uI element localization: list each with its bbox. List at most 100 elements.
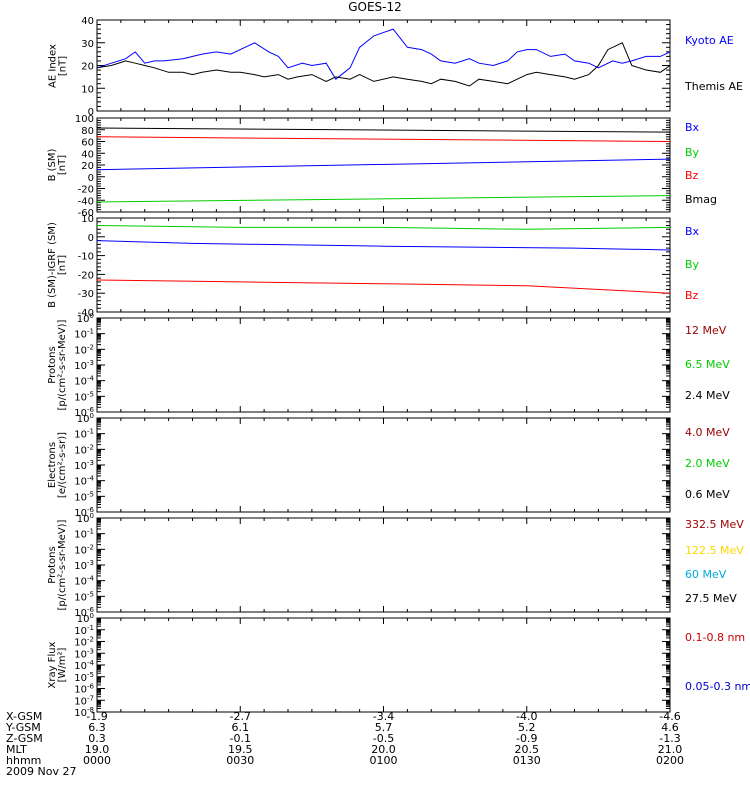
footer-value: -4.6: [659, 710, 681, 723]
legend-0-05-0-3-nm: 0.05-0.3 nm: [685, 680, 750, 693]
y-axis-label: Electrons [e/(cm²-s-sr)]: [47, 412, 68, 518]
y-tick-label: 10-5: [74, 390, 94, 403]
y-axis-label: Xray Flux [W/m²]: [47, 612, 68, 718]
legend-by: By: [685, 146, 700, 159]
y-tick-label: 10-7: [74, 694, 94, 707]
footer-value: 6.1: [231, 721, 250, 734]
y-tick-label: 10-4: [74, 659, 94, 672]
y-tick-label: 100: [77, 412, 94, 425]
footer-value: 0.3: [88, 732, 106, 745]
footer-value: 20.5: [514, 743, 540, 756]
y-axis-label-line: [nT]: [57, 254, 68, 276]
y-tick-label: 10-5: [74, 671, 94, 684]
y-tick-label: 10-6: [74, 683, 94, 696]
legend-bz: Bz: [685, 169, 699, 182]
y-tick-label: -60: [78, 208, 94, 219]
footer-value: 19.5: [228, 743, 253, 756]
panel-frame: [96, 417, 671, 513]
footer-value: 21.0: [657, 743, 683, 756]
y-tick-label: 10-4: [74, 375, 94, 388]
y-tick-label: 10-1: [74, 528, 94, 541]
footer-value: 0000: [83, 754, 111, 767]
footer-value: -0.5: [372, 732, 395, 745]
footer-value: 5.2: [518, 721, 536, 734]
footer-value: 0100: [369, 754, 398, 767]
footer-value: 6.3: [88, 721, 106, 734]
y-axis-label-line: [nT]: [57, 154, 68, 176]
y-tick-label: 10-3: [74, 459, 94, 472]
footer-value: -2.7: [229, 710, 251, 723]
panel-frame: [96, 117, 671, 213]
y-tick-label: -20: [78, 185, 94, 196]
series-line-by: [96, 195, 671, 203]
legend-themis-ae: Themis AE: [684, 80, 743, 93]
legend-bz: Bz: [685, 289, 699, 302]
y-tick-label: 0: [88, 233, 94, 244]
y-axis-label: B (SM)-IGRF (SM) [nT]: [47, 212, 68, 318]
y-tick-label: 100: [77, 312, 94, 325]
footer-value: 0030: [226, 754, 255, 767]
y-tick-label: 60: [81, 138, 94, 149]
legend-332-5-mev: 332.5 MeV: [685, 518, 744, 531]
y-tick-label: 0: [88, 173, 94, 184]
y-tick-label: -20: [78, 270, 94, 281]
y-tick-label: -40: [78, 308, 94, 319]
series-line-kyoto-ae: [96, 28, 671, 80]
y-axis-label: B (SM) [nT]: [47, 112, 68, 218]
legend-kyoto-ae: Kyoto AE: [685, 34, 734, 47]
legend-bx: Bx: [685, 225, 700, 238]
y-tick-label: 10-3: [74, 559, 94, 572]
y-tick-label: 100: [77, 512, 94, 525]
y-tick-label: 0: [88, 107, 94, 118]
footer-value: -0.1: [229, 732, 251, 745]
footer-row-label: MLT: [6, 743, 27, 756]
panel-frame: [96, 617, 671, 713]
y-tick-label: 20: [81, 62, 94, 73]
y-tick-label: 80: [81, 126, 94, 137]
footer-value: 0200: [656, 754, 684, 767]
footer-value: -0.9: [516, 732, 538, 745]
footer-row-label: Y-GSM: [6, 721, 41, 734]
y-axis-label-line: [p/(cm²-s-sr-MeV)]: [57, 319, 68, 411]
y-tick-label: 10-4: [74, 575, 94, 588]
y-axis-label-line: [e/(cm²-s-sr)]: [57, 431, 68, 499]
footer-value: -1.9: [86, 710, 108, 723]
y-axis-label: Protons [p/(cm²-s-sr-MeV)]: [47, 512, 68, 618]
y-tick-label: 100: [75, 114, 94, 125]
legend-bx: Bx: [685, 121, 700, 134]
y-tick-label: -40: [78, 196, 94, 207]
footer-value: 5.7: [374, 721, 393, 734]
legend-60-mev: 60 MeV: [685, 568, 727, 581]
y-tick-label: -10: [78, 252, 94, 263]
y-tick-label: 10-1: [74, 624, 94, 637]
y-tick-label: 10-6: [74, 406, 94, 419]
panel-frame: [96, 317, 671, 413]
y-tick-label: 10-1: [74, 428, 94, 441]
panel-frame: [96, 217, 671, 313]
footer-row-label: hhmm: [6, 754, 42, 767]
legend-122-5-mev: 122.5 MeV: [685, 544, 744, 557]
legend-0-1-0-8-nm: 0.1-0.8 nm: [685, 631, 745, 644]
y-tick-label: 100: [77, 612, 94, 625]
series-line-bmag: [96, 127, 671, 133]
series-line-by: [96, 225, 671, 230]
y-axis-label-line: [nT]: [57, 55, 68, 76]
series-line-bz: [96, 136, 671, 142]
panel-frame: [96, 19, 671, 112]
y-tick-label: 40: [81, 16, 94, 27]
y-axis-label: AE Index [nT]: [47, 14, 68, 117]
legend-27-5-mev: 27.5 MeV: [685, 592, 737, 605]
y-tick-label: 40: [81, 149, 94, 160]
y-axis-label: Protons [p/(cm²-s-sr-MeV)]: [47, 312, 68, 418]
y-tick-label: 10-2: [74, 443, 94, 456]
y-tick-label: 10-6: [74, 506, 94, 519]
footer-row-label: X-GSM: [6, 710, 43, 723]
legend-6-5-mev: 6.5 MeV: [685, 358, 730, 371]
series-line-bz: [96, 279, 671, 294]
footer-value: -3.4: [372, 710, 395, 723]
y-tick-label: 10-3: [74, 359, 94, 372]
y-tick-label: 10: [81, 84, 94, 95]
footer-value: 0130: [512, 754, 541, 767]
panel-frame: [96, 517, 671, 613]
